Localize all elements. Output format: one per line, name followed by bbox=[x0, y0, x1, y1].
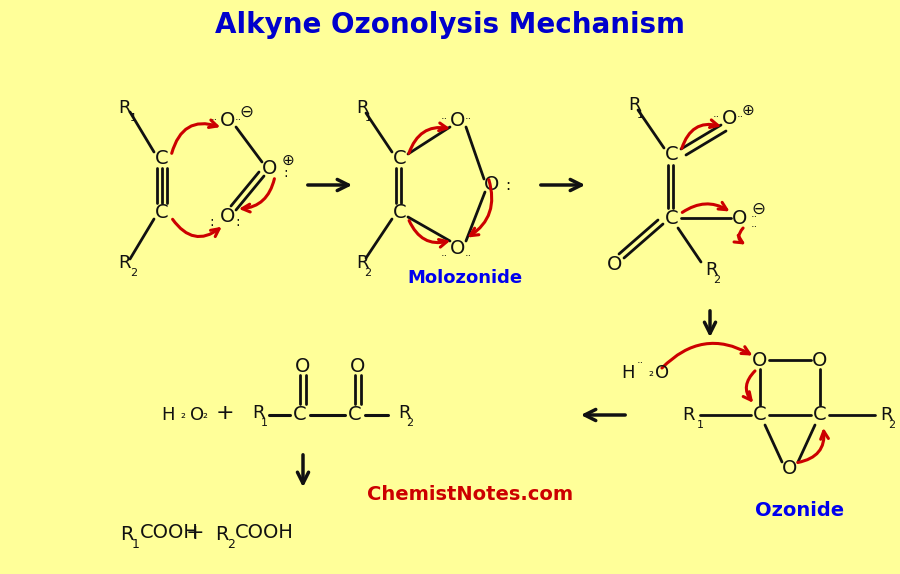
Text: O: O bbox=[295, 358, 310, 377]
Text: 2: 2 bbox=[130, 268, 137, 278]
Text: O: O bbox=[450, 111, 465, 130]
Text: O: O bbox=[484, 176, 500, 195]
Text: 1: 1 bbox=[636, 110, 644, 120]
Text: COOH: COOH bbox=[140, 523, 199, 542]
Text: Molozonide: Molozonide bbox=[408, 269, 523, 287]
Text: ⊕: ⊕ bbox=[742, 103, 754, 118]
Text: R: R bbox=[398, 404, 410, 422]
Text: ⊕: ⊕ bbox=[282, 153, 294, 168]
Text: ..: .. bbox=[713, 109, 720, 119]
Text: ₂: ₂ bbox=[202, 409, 207, 421]
Text: O: O bbox=[450, 239, 465, 258]
Text: 1: 1 bbox=[132, 538, 140, 552]
Text: O: O bbox=[723, 108, 738, 127]
Text: H: H bbox=[161, 406, 175, 424]
Text: R: R bbox=[252, 404, 265, 422]
Text: ..: .. bbox=[234, 112, 241, 122]
Text: 2: 2 bbox=[888, 420, 896, 430]
Text: R: R bbox=[215, 526, 229, 545]
Text: R: R bbox=[705, 261, 717, 279]
Text: C: C bbox=[155, 149, 169, 168]
Text: 2: 2 bbox=[364, 268, 372, 278]
Text: Ozonide: Ozonide bbox=[755, 501, 844, 519]
Text: H: H bbox=[622, 364, 635, 382]
Text: O: O bbox=[220, 207, 236, 227]
Text: +: + bbox=[216, 403, 234, 423]
Text: ₂: ₂ bbox=[648, 367, 653, 379]
Text: C: C bbox=[753, 405, 767, 425]
Text: :: : bbox=[210, 215, 214, 229]
Text: ..: .. bbox=[751, 219, 758, 229]
Text: R: R bbox=[356, 99, 368, 117]
Text: 2: 2 bbox=[407, 418, 414, 428]
Text: R: R bbox=[682, 406, 695, 424]
Text: O: O bbox=[262, 158, 278, 177]
Text: ..: .. bbox=[440, 111, 447, 121]
Text: C: C bbox=[348, 405, 362, 425]
Text: C: C bbox=[393, 204, 407, 223]
Text: C: C bbox=[814, 405, 827, 425]
Text: ..: .. bbox=[211, 112, 218, 122]
Text: ..: .. bbox=[464, 111, 472, 121]
Text: R: R bbox=[880, 406, 893, 424]
Text: 1: 1 bbox=[697, 420, 704, 430]
Text: O: O bbox=[782, 459, 797, 478]
Text: ⊖: ⊖ bbox=[752, 200, 765, 218]
Text: ⊖: ⊖ bbox=[239, 103, 253, 121]
Text: O: O bbox=[190, 406, 204, 424]
Text: ..: .. bbox=[440, 248, 447, 258]
Text: 2: 2 bbox=[714, 275, 721, 285]
Text: :: : bbox=[506, 177, 510, 192]
Text: C: C bbox=[665, 208, 679, 227]
Text: R: R bbox=[118, 99, 130, 117]
Text: O: O bbox=[733, 208, 748, 227]
Text: R: R bbox=[628, 96, 641, 114]
Text: C: C bbox=[665, 145, 679, 165]
Text: 1: 1 bbox=[364, 113, 372, 123]
Text: C: C bbox=[393, 149, 407, 168]
Text: ChemistNotes.com: ChemistNotes.com bbox=[367, 486, 573, 505]
Text: ..: .. bbox=[736, 109, 743, 119]
Text: O: O bbox=[608, 255, 623, 274]
Text: :: : bbox=[284, 166, 288, 180]
Text: O: O bbox=[655, 364, 669, 382]
Text: Alkyne Ozonolysis Mechanism: Alkyne Ozonolysis Mechanism bbox=[215, 11, 685, 39]
Text: O: O bbox=[813, 351, 828, 370]
Text: R: R bbox=[356, 254, 368, 272]
Text: ..: .. bbox=[464, 248, 472, 258]
Text: O: O bbox=[752, 351, 768, 370]
Text: 2: 2 bbox=[227, 538, 235, 552]
Text: C: C bbox=[293, 405, 307, 425]
Text: 1: 1 bbox=[130, 113, 137, 123]
Text: :: : bbox=[236, 215, 240, 229]
Text: O: O bbox=[220, 111, 236, 130]
Text: ..: .. bbox=[636, 355, 644, 365]
Text: C: C bbox=[155, 204, 169, 223]
Text: +: + bbox=[185, 523, 204, 543]
Text: R: R bbox=[120, 526, 133, 545]
Text: COOH: COOH bbox=[235, 523, 294, 542]
Text: R: R bbox=[118, 254, 130, 272]
Text: ₂: ₂ bbox=[180, 409, 185, 421]
Text: O: O bbox=[350, 358, 365, 377]
Text: 1: 1 bbox=[260, 418, 267, 428]
Text: ..: .. bbox=[751, 209, 758, 219]
